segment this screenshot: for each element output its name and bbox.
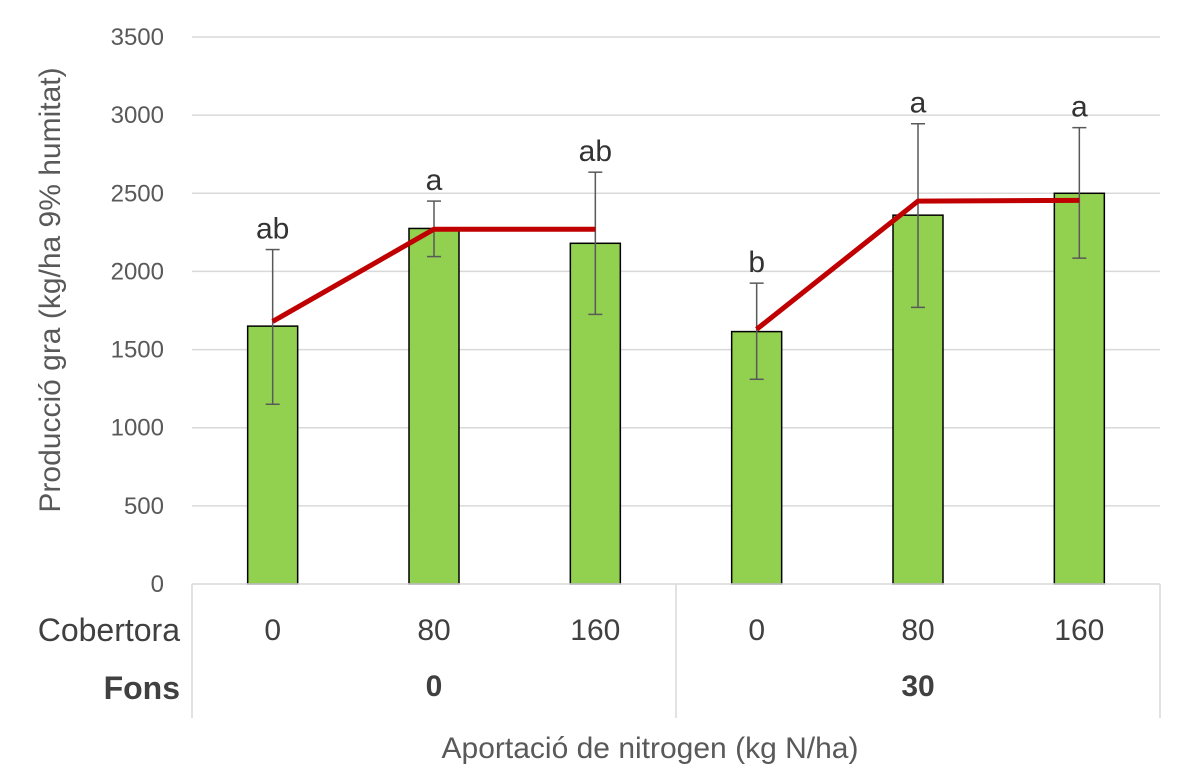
- x-category-label: 80: [417, 614, 450, 647]
- x-group-label: 0: [426, 670, 443, 703]
- y-tick-label: 3500: [111, 24, 164, 51]
- significance-letter: a: [1071, 91, 1088, 124]
- y-tick-label: 2500: [111, 180, 164, 207]
- bar: [408, 227, 460, 585]
- significance-letter: ab: [579, 135, 612, 168]
- x-category-label: 160: [1054, 614, 1104, 647]
- significance-letters: ab a ab b a a: [256, 87, 1088, 279]
- x-group-label: 30: [901, 670, 934, 703]
- y-tick-labels: 0 500 1000 1500 2000 2500 3000 3500: [111, 24, 164, 598]
- significance-letter: a: [426, 164, 443, 197]
- row-label-fons: Fons: [104, 670, 180, 706]
- y-tick-label: 2000: [111, 258, 164, 285]
- y-tick-label: 0: [151, 571, 164, 598]
- fit-lines: [271, 197, 1080, 332]
- x-axis-title: Aportació de nitrogen (kg N/ha): [442, 732, 859, 765]
- y-tick-label: 3000: [111, 102, 164, 129]
- significance-letter: a: [910, 87, 927, 120]
- x-category-label: 0: [264, 614, 281, 647]
- x-category-label: 80: [901, 614, 934, 647]
- fit-line: [271, 226, 596, 324]
- error-bars: [265, 122, 1087, 406]
- bars: [246, 192, 1106, 585]
- gridlines: [192, 36, 1160, 507]
- y-axis-title: Producció gra (kg/ha 9% humitat): [34, 67, 67, 512]
- y-tick-label: 1000: [111, 415, 164, 442]
- significance-letter: b: [748, 246, 765, 279]
- fit-line: [755, 197, 1080, 332]
- x-axis-table: 0 80 160 0 80 160 0 30: [191, 583, 1161, 718]
- x-category-label: 160: [570, 614, 620, 647]
- x-category-label: 0: [748, 614, 765, 647]
- y-tick-label: 500: [124, 493, 164, 520]
- y-tick-label: 1500: [111, 337, 164, 364]
- significance-letter: ab: [256, 213, 289, 246]
- row-label-cobertora: Cobertora: [38, 612, 181, 648]
